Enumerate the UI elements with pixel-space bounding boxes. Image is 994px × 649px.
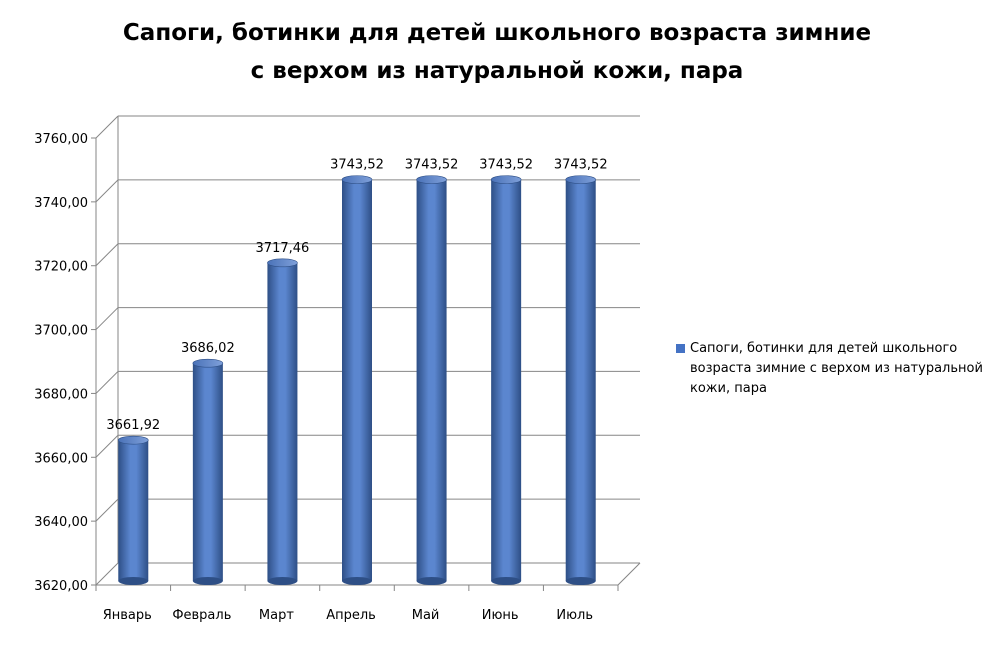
bar [342, 179, 372, 581]
bar-base [118, 577, 149, 585]
y-tick-label: 3720,00 [34, 260, 88, 275]
legend-swatch [676, 344, 685, 353]
y-tick-label: 3740,00 [34, 196, 88, 211]
bar-base [342, 577, 372, 585]
chart-title: Сапоги, ботинки для детей школьного возр… [0, 14, 994, 90]
y-tick-label: 3620,00 [34, 579, 88, 594]
data-label: 3661,92 [106, 418, 160, 433]
gridline-depth [95, 371, 119, 394]
data-label: 3717,46 [256, 241, 310, 256]
bar-base [565, 577, 596, 585]
bar-base [192, 577, 223, 585]
bar [192, 363, 223, 581]
y-tick-label: 3640,00 [34, 515, 88, 530]
bar-top [341, 175, 373, 184]
bars [117, 175, 597, 585]
bar-top [192, 358, 224, 368]
legend: Сапоги, ботинки для детей школьного возр… [676, 339, 988, 399]
gridline-depth [95, 434, 119, 458]
gridline-depth [95, 179, 119, 203]
x-tick-label: Июнь [482, 608, 519, 623]
bar [118, 440, 149, 581]
bar-top [267, 258, 298, 268]
gridline-depth [95, 307, 119, 330]
labels: 3620,00 3640,00 3660,00 3680,00 3700,00 3720,… [34, 132, 607, 623]
gridline-depth [95, 243, 119, 267]
bar [267, 262, 298, 581]
y-tick-label: 3760,00 [34, 132, 88, 147]
x-tick-label: Апрель [326, 608, 376, 623]
y-tick-label: 3680,00 [34, 387, 88, 402]
x-tick-label: Январь [103, 608, 152, 623]
data-label: 3743,52 [330, 158, 384, 173]
x-tick-label: Февраль [172, 608, 231, 623]
axes [91, 115, 641, 591]
bar [416, 179, 447, 581]
bar-base [416, 577, 447, 585]
gridline-depth [95, 498, 119, 522]
bar-base [267, 577, 298, 585]
x-tick-label: Июль [556, 608, 593, 623]
bar-base [491, 577, 522, 585]
y-tick-label: 3660,00 [34, 451, 88, 466]
gridline-depth [95, 562, 119, 586]
chart-title-line-1: Сапоги, ботинки для детей школьного возр… [122, 20, 872, 46]
chart-title-line-2: с верхом из натуральной кожи, пара [250, 58, 744, 84]
data-label: 3743,52 [479, 158, 533, 173]
bar-top [490, 175, 522, 184]
legend-entry: Сапоги, ботинки для детей школьного возр… [690, 341, 983, 396]
bar-top [117, 435, 149, 445]
x-tick-label: Май [412, 608, 440, 623]
gridline-depth [95, 115, 119, 139]
bar [565, 179, 596, 581]
floor-edge [617, 562, 641, 586]
y-tick-label: 3700,00 [34, 324, 88, 339]
data-label: 3743,52 [554, 158, 608, 173]
bar-top [565, 175, 597, 184]
data-label: 3686,02 [181, 341, 235, 356]
x-tick-label: Март [259, 608, 294, 623]
bar [491, 179, 522, 581]
data-label: 3743,52 [405, 158, 459, 173]
bar-top [416, 175, 447, 184]
